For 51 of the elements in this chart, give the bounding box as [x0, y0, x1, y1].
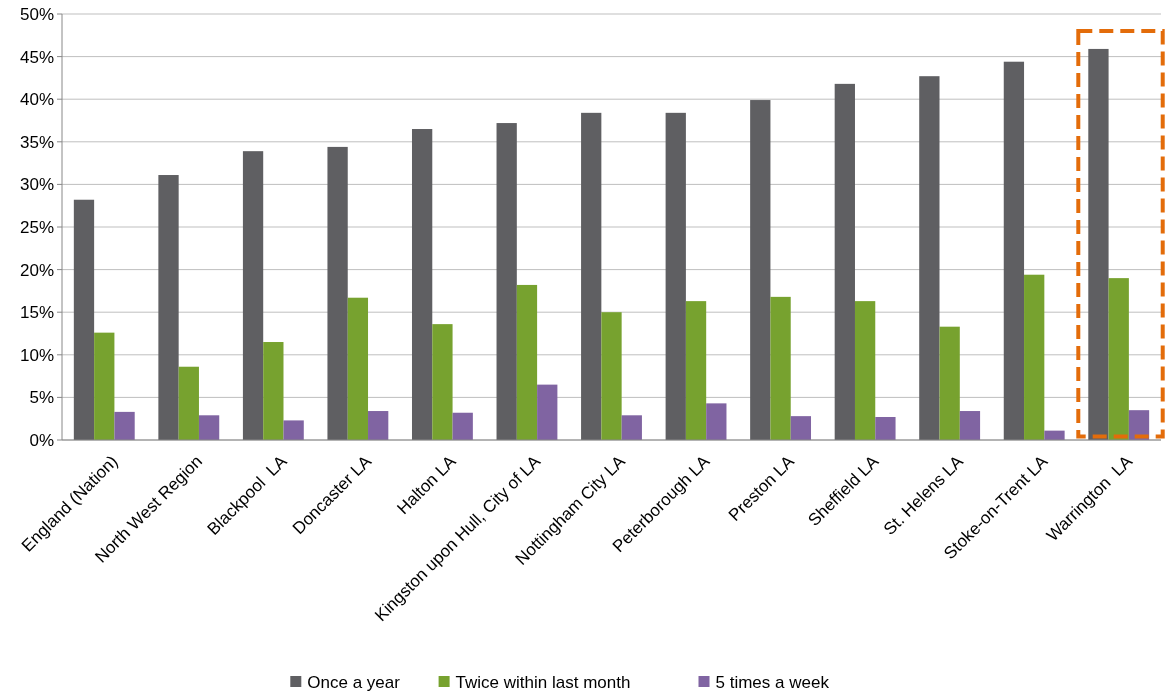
y-tick-label: 20%: [19, 260, 54, 280]
bar: [581, 112, 602, 440]
bar: [283, 420, 304, 440]
y-tick-label: 30%: [19, 175, 54, 195]
bar: [790, 416, 812, 440]
bar: [1088, 48, 1109, 440]
bar: [347, 297, 369, 440]
bar: [939, 326, 960, 440]
y-tick-label: 5%: [29, 388, 54, 408]
bar: [411, 129, 433, 440]
bar: [432, 324, 453, 440]
y-tick-label: 10%: [19, 345, 54, 365]
bar: [368, 411, 389, 440]
bar: [114, 411, 135, 440]
bar: [959, 411, 981, 440]
legend-label: Once a year: [307, 672, 401, 692]
bar: [706, 403, 727, 440]
bar: [263, 342, 284, 440]
y-tick-label: 15%: [19, 303, 54, 323]
bar: [685, 301, 707, 440]
bar: [621, 415, 642, 440]
bar: [94, 332, 115, 440]
bar: [537, 384, 558, 440]
bar: [158, 175, 179, 440]
bar: [516, 284, 538, 440]
bar: [452, 412, 473, 440]
bar: [770, 296, 791, 440]
legend-label: 5 times a week: [715, 672, 830, 692]
bar: [601, 312, 622, 440]
bar: [327, 146, 348, 440]
bar: [496, 123, 517, 440]
y-tick-label: 40%: [19, 90, 54, 110]
bar: [665, 112, 686, 440]
y-tick-label: 35%: [19, 132, 54, 152]
bar: [919, 76, 940, 440]
legend-label: Twice within last month: [455, 672, 631, 692]
bar: [1024, 274, 1045, 440]
y-tick-label: 50%: [19, 4, 54, 24]
bar: [198, 415, 220, 440]
bar: [875, 417, 896, 440]
bar: [1108, 278, 1129, 440]
bar: [1003, 61, 1025, 440]
y-tick-label: 45%: [19, 47, 54, 67]
y-tick-label: 0%: [29, 430, 54, 450]
bar: [854, 301, 876, 440]
y-tick-label: 25%: [19, 217, 54, 237]
bar: [750, 100, 771, 440]
bar: [73, 199, 95, 440]
bar: [242, 151, 264, 440]
bar: [834, 83, 855, 440]
bar: [178, 366, 199, 440]
